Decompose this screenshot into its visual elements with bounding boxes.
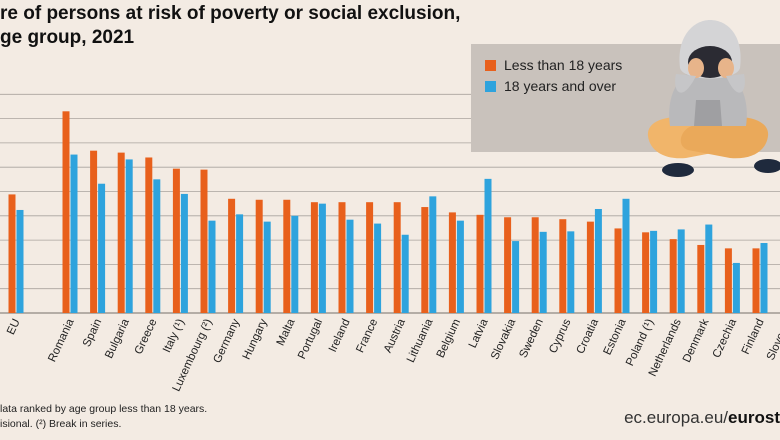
- source-brand[interactable]: ec.europa.eu/eurost: [624, 408, 780, 428]
- category-label-12: France: [354, 317, 380, 355]
- footnote-ranking: lata ranked by age group less than 18 ye…: [0, 403, 208, 415]
- bar-s1-7: [228, 198, 236, 313]
- category-label-19: Cyprus: [547, 317, 573, 355]
- category-label-9: Malta: [275, 317, 298, 348]
- bar-s2-4: [153, 179, 161, 313]
- bar-s1-13: [393, 202, 401, 313]
- bar-s2-5: [180, 193, 188, 313]
- bar-s1-11: [338, 202, 346, 313]
- bar-s1-24: [697, 244, 705, 313]
- bar-s1-20: [586, 221, 594, 313]
- legend-item-series1: Less than 18 years: [485, 57, 622, 73]
- source-brand-name: eurost: [728, 408, 780, 427]
- bar-s1-0: [8, 194, 16, 313]
- legend-swatch-series2: [485, 80, 496, 92]
- source-prefix: ec.europa.eu/: [624, 408, 729, 427]
- category-label-2: Spain: [81, 317, 104, 349]
- bar-s1-26: [752, 248, 760, 313]
- bar-s2-8: [263, 221, 271, 313]
- bar-s2-21: [622, 198, 630, 313]
- chart-title-line-1: re of persons at risk of poverty or soci…: [0, 3, 461, 24]
- bars: [8, 111, 768, 313]
- legend-item-series2: 18 years and over: [485, 78, 616, 94]
- bar-s2-7: [236, 214, 244, 313]
- bar-s2-14: [429, 196, 437, 313]
- bar-s2-24: [705, 224, 713, 313]
- bar-s2-0: [16, 209, 24, 313]
- category-label-5: Italy (¹): [161, 317, 187, 355]
- bar-s1-10: [310, 202, 318, 313]
- bar-s1-18: [531, 217, 539, 313]
- category-label-13: Austria: [382, 317, 408, 355]
- category-label-16: Latvia: [467, 317, 491, 350]
- bar-s2-23: [677, 229, 685, 313]
- bar-s1-15: [448, 212, 456, 313]
- category-label-10: Portugal: [296, 317, 325, 361]
- bar-s1-5: [172, 168, 180, 313]
- bar-s2-1: [70, 154, 78, 313]
- category-label-26: Finland: [740, 317, 767, 356]
- chart-title-line-2: ge group, 2021: [0, 27, 135, 48]
- bar-s2-3: [125, 159, 133, 313]
- bar-s2-15: [456, 220, 464, 313]
- bar-s1-1: [62, 111, 70, 313]
- category-label-15: Belgium: [435, 317, 463, 360]
- bar-s2-22: [650, 230, 658, 313]
- bar-s2-10: [318, 203, 326, 313]
- legend-swatch-series1: [485, 59, 496, 71]
- bar-s2-16: [484, 178, 492, 313]
- bar-s2-2: [98, 183, 106, 313]
- legend-label-series1: Less than 18 years: [504, 57, 623, 73]
- bar-s2-19: [567, 231, 575, 313]
- bar-s1-17: [504, 217, 512, 313]
- chart-title: re of persons at risk of poverty or soci…: [0, 2, 460, 50]
- category-label-18: Sweden: [517, 317, 545, 360]
- bar-s1-25: [724, 248, 732, 313]
- category-label-22: Poland (¹): [624, 317, 656, 368]
- bar-s1-9: [283, 199, 291, 313]
- category-label-14: Lithuania: [405, 317, 436, 365]
- bar-s2-20: [594, 208, 602, 313]
- bar-s1-12: [366, 202, 374, 313]
- category-label-27: Slovenia: [765, 317, 780, 363]
- bar-s1-19: [559, 219, 567, 313]
- bar-s1-22: [642, 232, 650, 313]
- category-label-17: Slovakia: [489, 317, 519, 362]
- bar-s1-3: [117, 152, 125, 313]
- legend-label-series2: 18 years and over: [504, 78, 617, 94]
- bar-s2-6: [208, 220, 216, 313]
- bar-s1-2: [90, 150, 98, 313]
- bar-s2-9: [291, 215, 299, 313]
- bar-s2-11: [346, 219, 354, 313]
- footnote-provisional: isional. (²) Break in series.: [0, 418, 122, 430]
- category-label-21: Estonia: [602, 317, 629, 357]
- bar-s2-26: [760, 243, 768, 313]
- bar-s1-4: [145, 157, 153, 313]
- bar-s2-17: [512, 241, 520, 313]
- category-label-24: Denmark: [681, 317, 712, 365]
- bar-s1-21: [614, 228, 622, 313]
- bar-s2-12: [374, 223, 382, 313]
- bar-s2-13: [401, 234, 409, 313]
- bar-s2-18: [539, 231, 547, 313]
- category-label-0: EU: [5, 317, 23, 337]
- category-label-20: Croatia: [575, 317, 602, 356]
- category-label-25: Czechia: [711, 317, 740, 360]
- category-label-3: Bulgaria: [103, 317, 132, 361]
- category-label-4: Greece: [133, 317, 160, 356]
- bar-s1-23: [669, 239, 677, 313]
- category-label-8: Hungary: [241, 317, 270, 362]
- bar-s2-25: [732, 262, 740, 313]
- bar-s1-8: [255, 199, 263, 313]
- category-label-11: Ireland: [327, 317, 353, 354]
- bar-s1-16: [476, 214, 484, 313]
- hooded-person-illustration: [647, 20, 780, 177]
- category-label-1: Romania: [46, 317, 77, 364]
- bar-s1-6: [200, 169, 208, 313]
- category-label-7: Germany: [211, 317, 242, 365]
- bar-s1-14: [421, 207, 429, 313]
